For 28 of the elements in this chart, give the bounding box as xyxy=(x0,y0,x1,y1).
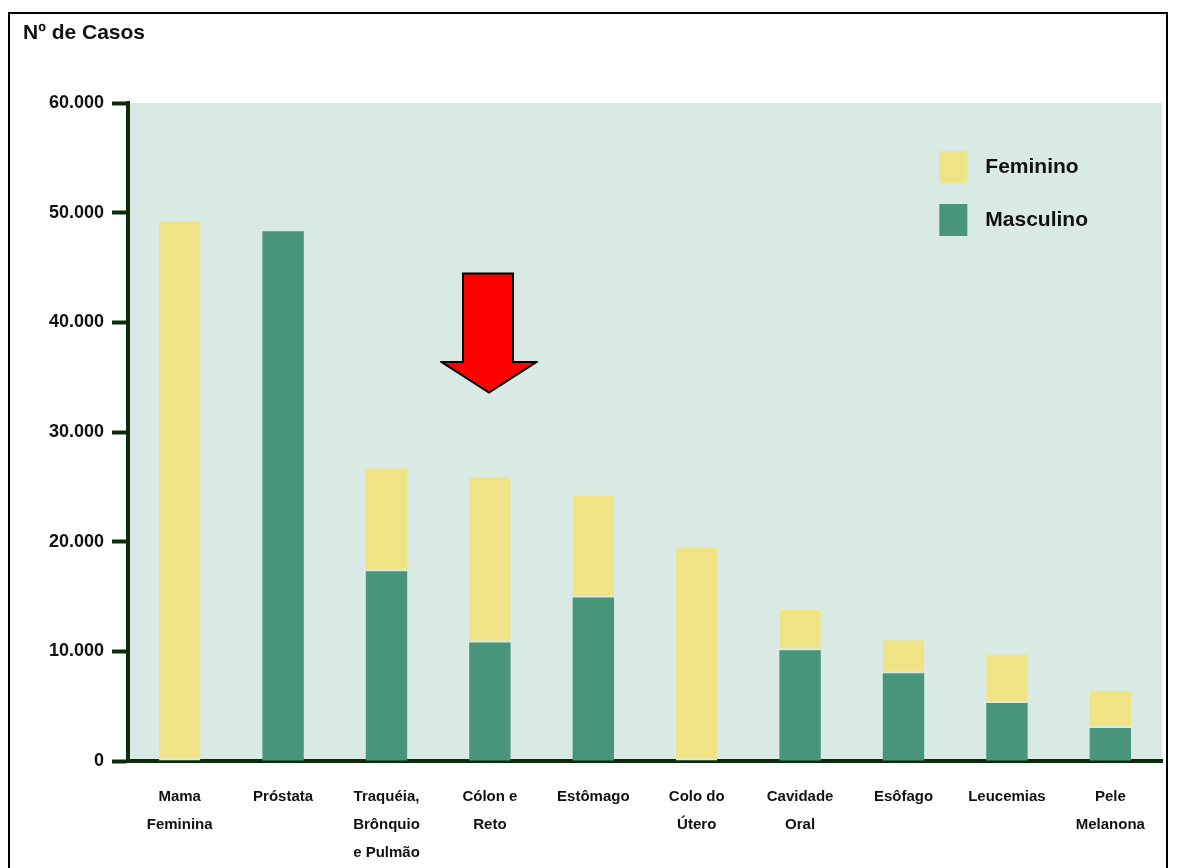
y-axis-title: Nº de Casos xyxy=(23,19,146,43)
x-tick-label: Colo do Útero xyxy=(668,787,725,832)
x-tick-label: Leucemias xyxy=(968,787,1046,805)
bar xyxy=(882,673,925,761)
bar xyxy=(1089,728,1131,761)
bar xyxy=(262,231,304,761)
x-tick-label: Cavidade Oral xyxy=(766,787,834,832)
y-tick-label: 10.000 xyxy=(48,640,104,661)
y-tick-label: 50.000 xyxy=(48,201,104,222)
x-tick-label: Esôfago xyxy=(873,787,934,805)
bar xyxy=(365,571,408,761)
y-tick-label: 60.000 xyxy=(48,91,104,112)
legend-label: Masculino xyxy=(985,206,1088,230)
bar xyxy=(572,597,614,761)
legend-label: Feminino xyxy=(985,153,1079,177)
x-tick-label: Pele Melanona xyxy=(1075,787,1146,832)
y-tick-label: 40.000 xyxy=(48,311,104,332)
x-tick-label: Cólon e Reto xyxy=(462,787,518,832)
x-tick-label: Estômago xyxy=(557,787,630,805)
x-tick-label: Traquéia, Brônquio e Pulmão xyxy=(353,787,420,860)
y-tick-label: 30.000 xyxy=(48,420,104,441)
y-tick-label: 0 xyxy=(93,749,104,770)
x-tick-label: Mama Feminina xyxy=(146,787,214,832)
x-tick-label: Próstata xyxy=(253,787,314,805)
y-tick-label: 20.000 xyxy=(48,530,104,551)
bar xyxy=(779,650,821,761)
bar xyxy=(469,642,511,761)
bar xyxy=(986,702,1028,761)
